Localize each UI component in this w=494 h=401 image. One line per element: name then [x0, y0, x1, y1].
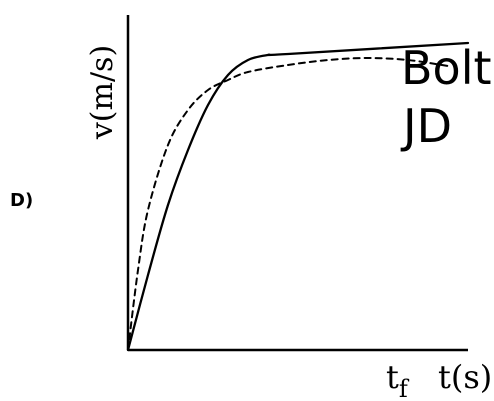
- x-marker-label: tf: [386, 358, 410, 401]
- x-marker-label-base: t: [386, 358, 399, 396]
- panel-label: D): [10, 190, 33, 211]
- series-line-jd: [127, 57, 450, 351]
- series-line-bolt: [126, 41, 470, 352]
- series-layer: [126, 41, 470, 352]
- y-axis-label: v(m/s): [85, 45, 120, 140]
- series-label-bolt: Bolt: [401, 41, 492, 95]
- x-marker-label-subscript: f: [399, 375, 410, 401]
- series-label-jd: JD: [400, 99, 452, 153]
- x-axis-label: t(s): [438, 358, 492, 396]
